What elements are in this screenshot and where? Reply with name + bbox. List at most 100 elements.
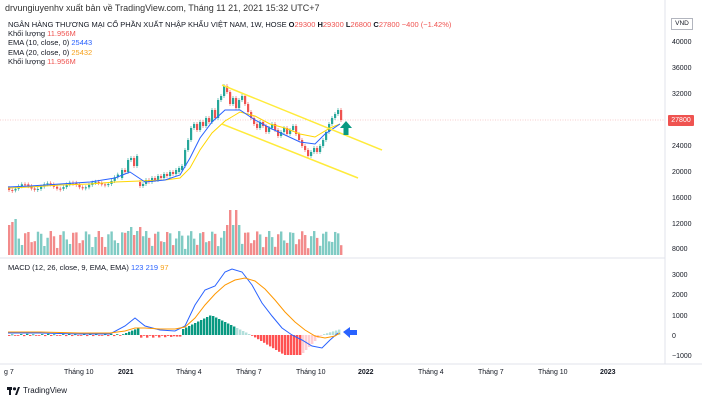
candle-body [223,86,226,96]
macd-hist-bar [269,335,272,347]
macd-hist-bar [50,335,53,337]
candle-body [142,184,145,186]
volume2-value: 11.956M [47,56,76,66]
candle-body [97,181,100,184]
open-value: 29300 [294,20,316,29]
arrow-up-icon[interactable] [340,121,352,135]
legend-ema10[interactable]: EMA (10, close, 0) 25443 [8,38,451,47]
volume-bar [145,231,148,255]
volume-bar [43,246,46,255]
macd-hist-bar [155,335,158,336]
macd-hist-bar [95,334,98,336]
macd-hist-bar [275,335,278,350]
volume-bar [127,231,130,255]
tradingview-logo[interactable]: TradingView [7,386,67,395]
macd-hist-bar [143,335,146,336]
volume-bar [280,231,283,255]
volume-bar [33,241,36,255]
macd-hist-bar [170,335,173,337]
volume-bar [226,225,229,255]
volume-bar [175,238,178,255]
volume-bar [148,237,151,255]
macd-hist-bar [212,316,215,335]
macd-hist-bar [59,335,62,336]
volume-bar [59,234,62,255]
volume-bar [337,233,340,255]
macd-hist-bar [254,335,257,338]
volume-bar [277,234,280,255]
candle-body [154,178,157,180]
macd-hist-bar [326,333,329,335]
volume-bar [223,231,226,255]
volume-bar [217,246,220,255]
volume-bar [232,225,235,255]
candle-body [304,146,307,150]
price-tick: 24000 [672,143,692,150]
macd-hist-bar [308,335,311,347]
candle-body [11,190,14,192]
price-tick: 32000 [672,91,692,98]
volume-bar [84,231,88,255]
volume-bar [30,242,33,255]
volume-bar [52,236,56,255]
candle-body [337,110,340,114]
volume-bar [313,231,316,255]
channel-upper-line [221,84,383,151]
volume-bar [91,247,94,255]
volume-bar [104,246,107,255]
candle-body [8,188,11,191]
candle-body [49,183,52,185]
price-tick: 20000 [672,169,692,176]
volume-bar [286,242,289,255]
volume-bar [238,225,241,255]
candle-body [14,188,17,191]
candle-body [20,184,23,187]
legend-volume-2[interactable]: Khối lượng 11.956M [8,57,451,66]
macd-hist-bar [287,335,290,355]
macd-hist-bar [293,335,296,355]
volume-bar [88,234,91,255]
candle-body [241,96,244,100]
volume-bar [94,236,97,255]
candle-body [27,184,30,187]
candle-body [298,134,301,140]
macd-hist-bar [173,335,176,337]
candle-body [256,124,259,128]
volume-bar [190,231,193,255]
volume-bar [169,233,172,255]
macd-hist-bar [26,333,29,335]
price-tick: 8000 [672,246,688,253]
candlesticks [8,84,343,194]
volume-bar [72,232,75,255]
candle-body [319,146,322,152]
candle-body [172,172,175,174]
volume-bar [27,232,30,255]
macd-hist-bar [47,333,50,335]
candle-body [84,187,87,189]
candle-body [271,124,274,128]
volume-bar [244,232,247,255]
macd-hist-bar [233,326,236,335]
macd-legend[interactable]: MACD (12, 26, close, 9, EMA, EMA) 123 21… [8,263,169,272]
macd-hist-bar [17,335,20,336]
legend-volume[interactable]: Khối lượng 11.956M [8,29,451,38]
volume-label: Khối lượng [8,29,46,39]
candle-body [301,140,304,146]
volume-bar [229,210,232,255]
price-tick: 40000 [672,39,692,46]
macd-hist-bar [38,335,41,336]
legend-ema20[interactable]: EMA (20, close, 0) 25432 [8,48,451,57]
volume-bar [49,231,52,255]
macd-hist-bar [101,335,104,336]
time-tick: Tháng 10 [296,369,326,376]
volume-bar [163,242,166,255]
candle-body [325,132,328,140]
macd-axis: 3000 2000 1000 0 −1000 [672,272,692,360]
price-tick: 12000 [672,221,692,228]
arrow-left-icon[interactable] [343,327,357,338]
volume-bar [310,236,313,255]
volume-bar [100,237,104,255]
macd-hist-bar [146,335,149,338]
currency-button[interactable]: VND [671,18,693,30]
